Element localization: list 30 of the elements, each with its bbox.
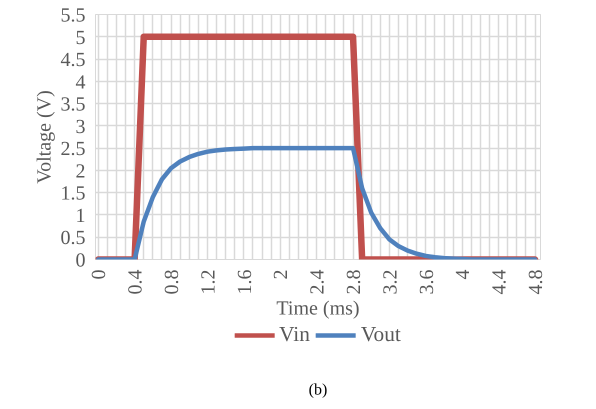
y-tick-label: 5.5 <box>60 4 86 26</box>
y-tick-label: 4.5 <box>60 49 86 72</box>
y-axis-title: Voltage (V) <box>34 90 56 184</box>
x-tick-label: 3.2 <box>379 270 402 294</box>
y-tick-label: 4 <box>76 71 86 94</box>
legend-label: Vin <box>279 322 310 347</box>
x-tick-label: 2.4 <box>306 270 329 294</box>
legend-label: Vout <box>360 322 401 347</box>
y-tick-label: 3.5 <box>60 94 86 116</box>
y-tick-label: 2 <box>76 160 86 182</box>
text: (b) <box>308 382 328 398</box>
x-tick-label: 0.4 <box>124 270 147 294</box>
x-tick-label: 1.6 <box>234 270 256 294</box>
y-tick-label: 1.5 <box>60 182 86 205</box>
x-tick-label: 0 <box>88 270 110 280</box>
x-tick-label: 4 <box>452 270 474 280</box>
x-tick-label: 1.2 <box>197 270 220 294</box>
line-series <box>96 146 538 260</box>
y-tick-label: 2.5 <box>60 138 86 160</box>
x-tick-label: 2 <box>270 270 292 280</box>
y-tick-label: 1 <box>76 204 86 227</box>
y-tick-label: 0.5 <box>60 227 86 250</box>
x-tick-label: 3.6 <box>416 270 438 294</box>
x-tick-label: 4.4 <box>488 270 511 294</box>
x-axis-title: Time (ms) <box>276 298 360 320</box>
y-tick-label: 5 <box>76 26 86 49</box>
y-tick-label: 3 <box>76 116 86 138</box>
x-tick-label: 2.8 <box>343 270 366 294</box>
x-tick-label: 0.8 <box>161 270 184 294</box>
x-tick-label: 4.8 <box>525 270 548 294</box>
